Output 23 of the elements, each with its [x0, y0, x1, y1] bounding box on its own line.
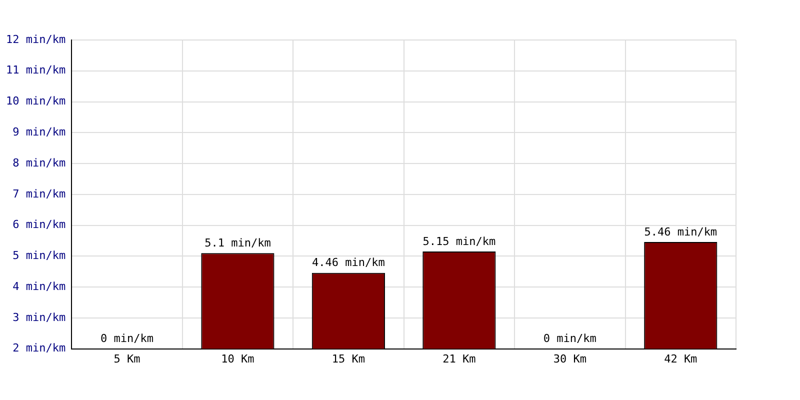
data-label: 5.1 min/km — [204, 236, 272, 250]
data-label: 4.46 min/km — [312, 256, 386, 270]
x-tick-label: 5 Km — [114, 352, 141, 366]
y-tick-label: 4 min/km — [12, 280, 66, 293]
y-tick-label: 5 min/km — [12, 249, 66, 262]
y-tick-label: 3 min/km — [12, 310, 66, 324]
y-tick-label: 9 min/km — [12, 126, 66, 138]
text: 0 min/km — [100, 332, 154, 346]
text: 0 min/km — [543, 332, 596, 346]
x-tick-label: 10 Km — [221, 352, 255, 366]
y-tick-label: 11 min/km — [6, 64, 66, 77]
data-label: 5.46 min/km — [644, 225, 718, 238]
x-tick-label: 15 Km — [332, 352, 366, 366]
y-tick-label: 2 min/km — [12, 342, 66, 355]
x-tick-label: 42 Km — [664, 352, 698, 366]
data-label: 5.15 min/km — [422, 234, 496, 248]
y-tick-label: 12 min/km — [6, 32, 66, 46]
y-tick-label: 8 min/km — [12, 156, 66, 170]
x-tick-label: 30 Km — [553, 352, 587, 366]
y-tick-label: 7 min/km — [12, 187, 66, 200]
y-tick-label: 6 min/km — [12, 218, 66, 232]
y-tick-label: 10 min/km — [6, 94, 66, 108]
x-tick-label: 21 Km — [442, 352, 476, 366]
